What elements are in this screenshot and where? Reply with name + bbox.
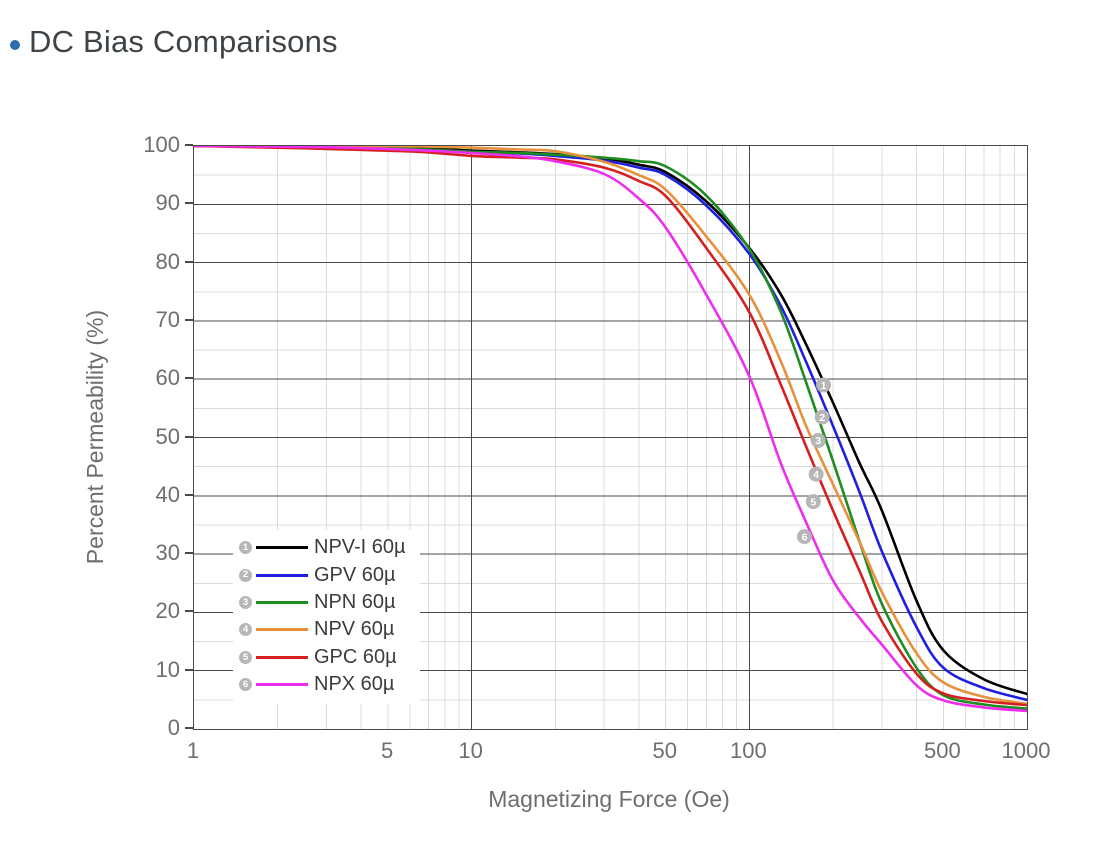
- svg-text:6: 6: [802, 531, 808, 543]
- legend-line-swatch: [256, 600, 308, 604]
- legend-number-icon: 4: [239, 623, 252, 637]
- y-axis-title: Percent Permeability (%): [82, 309, 108, 565]
- svg-text:2: 2: [819, 412, 825, 424]
- legend-line-swatch: [256, 546, 308, 550]
- y-tick-mark: [185, 144, 193, 146]
- y-tick-mark: [185, 260, 193, 263]
- x-tick-label: 1: [186, 738, 200, 763]
- y-tick-label: 0: [167, 715, 180, 740]
- legend-label: GPC 60µ: [314, 645, 397, 668]
- y-tick-label: 20: [155, 598, 180, 624]
- curve-npv: [194, 146, 1027, 706]
- y-tick-mark: [185, 668, 193, 671]
- x-tick-label: 500: [924, 738, 961, 763]
- legend-row: 2 GPV 60µ: [239, 561, 406, 588]
- legend-label: NPX 60µ: [314, 673, 395, 696]
- legend-line-swatch: [256, 628, 308, 632]
- x-tick-label: 1000: [1001, 738, 1051, 763]
- y-tick-mark: [185, 727, 193, 729]
- page-title-text: DC Bias Comparisons: [29, 24, 338, 59]
- legend-line-swatch: [256, 573, 308, 577]
- y-tick-mark: [185, 435, 193, 438]
- chart-legend: 1 NPV-I 60µ 2 GPV 60µ 3 NPN 60µ 4 NPV 60µ 5 GPC 6…: [233, 530, 420, 705]
- y-tick-label: 40: [155, 481, 180, 507]
- y-tick-mark: [185, 552, 193, 555]
- x-tick-label: 50: [652, 738, 677, 763]
- svg-text:3: 3: [815, 435, 821, 447]
- legend-row: 4 NPV 60µ: [239, 616, 406, 643]
- y-tick-label: 100: [143, 132, 180, 157]
- x-tick-label: 100: [729, 738, 767, 763]
- legend-number-icon: 6: [239, 678, 252, 692]
- curve-number-markers: 1 2 3 4 5 6: [796, 377, 832, 545]
- legend-label: NPV-I 60µ: [314, 536, 406, 559]
- x-axis-title: Magnetizing Force (Oe): [488, 786, 730, 812]
- y-tick-mark: [185, 377, 193, 380]
- legend-line-swatch: [256, 655, 308, 659]
- legend-row: 1 NPV-I 60µ: [239, 534, 406, 561]
- x-tick-label: 10: [458, 738, 483, 763]
- y-tick-mark: [185, 318, 193, 321]
- y-tick-label: 60: [155, 365, 180, 391]
- y-tick-label: 80: [155, 248, 180, 274]
- y-tick-mark: [185, 202, 193, 205]
- curves: [194, 146, 1027, 713]
- y-tick-mark: [185, 610, 193, 613]
- legend-number-icon: 5: [239, 650, 252, 664]
- title-bullet-icon: [10, 40, 20, 50]
- legend-label: NPN 60µ: [314, 590, 396, 613]
- svg-text:1: 1: [821, 380, 827, 392]
- legend-row: 6 NPX 60µ: [239, 671, 406, 698]
- y-tick-label: 70: [155, 306, 180, 332]
- y-tick-mark: [185, 493, 193, 496]
- legend-label: NPV 60µ: [314, 618, 395, 641]
- legend-line-swatch: [256, 683, 308, 687]
- legend-row: 3 NPN 60µ: [239, 589, 406, 616]
- curve-gpc: [194, 146, 1027, 707]
- legend-number-icon: 3: [239, 595, 252, 609]
- y-tick-label: 30: [155, 540, 180, 566]
- svg-text:5: 5: [810, 496, 816, 508]
- page-title: DC Bias Comparisons: [10, 24, 338, 60]
- legend-label: GPV 60µ: [314, 563, 396, 586]
- y-tick-label: 10: [155, 656, 180, 682]
- svg-text:4: 4: [813, 469, 819, 481]
- plot-area: 1 2 3 4 5 6 1 NPV-I 60µ 2 GPV 60µ 3 NPN 60µ 4 NPV 60…: [193, 145, 1028, 730]
- y-tick-label: 50: [155, 423, 180, 449]
- y-tick-label: 90: [155, 190, 180, 216]
- legend-row: 5 GPC 60µ: [239, 644, 406, 671]
- legend-number-icon: 1: [239, 541, 252, 555]
- x-tick-label: 5: [380, 738, 394, 763]
- legend-number-icon: 2: [239, 568, 252, 582]
- curve-npx: [194, 146, 1027, 713]
